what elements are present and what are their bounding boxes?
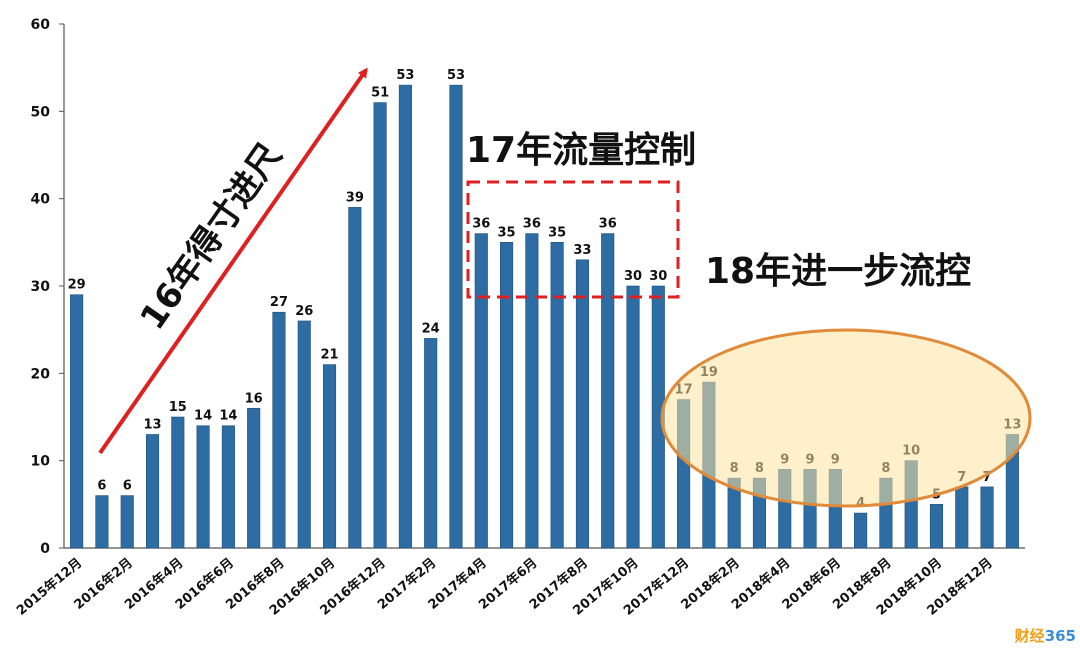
y-tick-label: 10 (31, 454, 51, 470)
annotation-2018: 18年进一步流控 (705, 251, 971, 292)
watermark: 财经365 (1014, 627, 1076, 645)
bar-value-label: 24 (422, 321, 440, 336)
bar (626, 285, 640, 549)
bar-value-label: 29 (68, 278, 86, 293)
bar-value-label: 16 (245, 391, 263, 406)
bar (929, 504, 944, 549)
y-tick-label: 30 (31, 279, 51, 295)
bar (550, 242, 564, 549)
bar (322, 364, 337, 549)
bar (449, 84, 463, 549)
bar (171, 416, 185, 549)
bar (373, 102, 387, 549)
bar-value-label: 26 (295, 304, 313, 319)
bar-value-label: 39 (346, 190, 364, 205)
bar-value-label: 35 (548, 225, 566, 240)
bar (525, 233, 539, 549)
bar (221, 425, 235, 549)
bar-value-label: 6 (123, 479, 132, 494)
growth-arrow-2016 (98, 67, 368, 455)
bar-value-label: 36 (472, 217, 490, 232)
bar-value-label: 30 (624, 269, 642, 284)
bar-value-label: 51 (371, 86, 389, 101)
bar (348, 207, 362, 549)
y-tick-label: 60 (31, 17, 51, 33)
y-tick-label: 0 (40, 541, 50, 557)
bar (145, 434, 160, 549)
bar-value-label: 36 (523, 217, 541, 232)
bar-value-label: 14 (194, 409, 212, 424)
bar-value-label: 7 (983, 470, 992, 485)
annotation-2017: 17年流量控制 (466, 130, 696, 171)
x-tick-label: 2015年12月 (13, 555, 85, 619)
bar-value-label: 6 (97, 479, 106, 494)
bar (120, 495, 134, 549)
bar-value-label: 33 (573, 243, 591, 258)
bar (601, 233, 615, 549)
bar (297, 320, 311, 549)
bar-value-label: 36 (599, 217, 617, 232)
bar (272, 311, 286, 549)
flow-control-2017-box (466, 180, 680, 299)
y-tick-label: 50 (31, 104, 51, 120)
y-tick-label: 20 (31, 366, 51, 382)
bar-value-label: 35 (498, 225, 516, 240)
y-tick-label: 40 (31, 192, 51, 208)
bar (980, 486, 994, 549)
bar (854, 512, 868, 549)
bar (500, 242, 514, 549)
bar (398, 84, 412, 549)
annotation-2016: 16年得寸进尺 (133, 136, 290, 337)
bar-value-label: 53 (447, 68, 465, 83)
bar-value-label: 15 (169, 400, 187, 415)
bar-value-label: 14 (219, 409, 237, 424)
bar (474, 233, 488, 549)
bar-value-label: 27 (270, 295, 288, 310)
bar (575, 259, 589, 549)
bar (70, 294, 84, 549)
bar (955, 486, 969, 549)
bar-value-label: 21 (320, 348, 338, 363)
flow-control-2018-ellipse (660, 328, 1032, 508)
bar (424, 338, 438, 549)
bar (196, 425, 210, 549)
bar (247, 407, 261, 549)
bar-value-label: 13 (143, 417, 161, 432)
bar-value-label: 30 (649, 269, 667, 284)
bar-value-label: 53 (396, 68, 414, 83)
bar (95, 495, 109, 549)
